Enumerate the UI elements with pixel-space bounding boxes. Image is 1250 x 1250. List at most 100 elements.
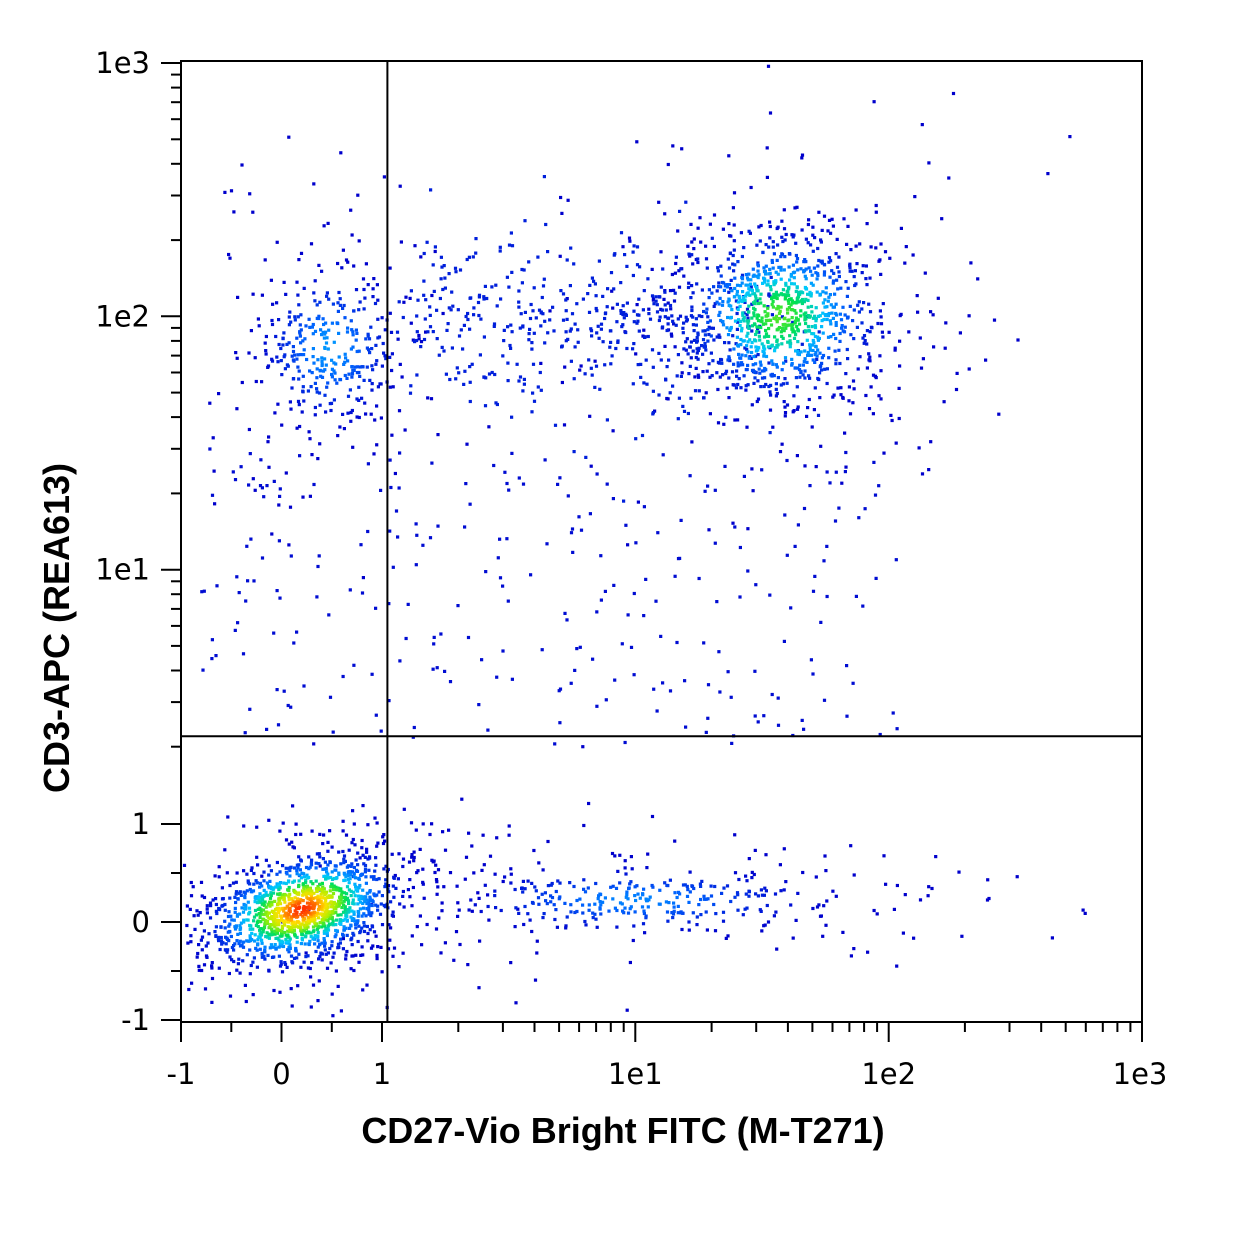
event-point — [320, 941, 324, 945]
event-point — [761, 349, 765, 353]
event-point — [409, 321, 413, 325]
event-point — [410, 934, 414, 938]
event-point — [286, 364, 290, 368]
event-point — [677, 285, 682, 289]
event-point — [271, 887, 275, 891]
event-point — [270, 933, 274, 937]
event-point — [202, 589, 206, 593]
y-tick-label: 1e3 — [95, 46, 150, 80]
event-point — [774, 316, 778, 320]
event-point — [200, 968, 204, 973]
event-point — [390, 433, 394, 437]
event-point — [781, 336, 785, 340]
event-point — [680, 927, 684, 932]
event-point — [784, 232, 788, 237]
event-point — [242, 902, 246, 907]
event-point — [768, 224, 772, 229]
x-tick-label: 0 — [272, 1057, 290, 1091]
event-point — [199, 938, 203, 942]
event-point — [466, 963, 470, 967]
event-point — [751, 489, 755, 493]
event-point — [733, 525, 737, 529]
event-point — [771, 240, 775, 244]
event-point — [264, 905, 268, 909]
event-point — [288, 943, 292, 947]
event-point — [289, 954, 294, 958]
event-point — [372, 875, 376, 879]
event-point — [626, 897, 630, 901]
event-point — [757, 225, 761, 229]
event-point — [303, 337, 307, 341]
event-point — [795, 454, 799, 458]
event-point — [255, 881, 259, 885]
event-point — [350, 372, 354, 376]
event-point — [325, 385, 329, 389]
event-point — [564, 330, 568, 334]
event-point — [841, 329, 845, 333]
event-point — [676, 911, 680, 915]
event-point — [278, 964, 283, 968]
event-point — [228, 994, 233, 998]
event-point — [857, 300, 861, 304]
event-point — [341, 849, 345, 854]
event-point — [846, 357, 850, 361]
event-point — [764, 264, 768, 268]
event-point — [566, 198, 570, 202]
event-point — [342, 928, 346, 932]
event-point — [639, 375, 643, 379]
event-point — [722, 281, 726, 285]
event-point — [815, 354, 819, 358]
event-point — [495, 836, 499, 840]
event-point — [770, 258, 774, 263]
event-point — [310, 901, 314, 905]
event-point — [814, 319, 818, 323]
event-point — [898, 339, 902, 343]
event-point — [235, 871, 239, 875]
event-point — [348, 873, 353, 877]
event-point — [238, 931, 242, 935]
event-point — [281, 919, 285, 923]
event-point — [849, 844, 853, 848]
event-point — [404, 295, 408, 299]
event-point — [837, 274, 841, 279]
event-point — [454, 270, 458, 274]
event-point — [349, 419, 353, 423]
event-point — [244, 903, 248, 908]
event-point — [503, 470, 507, 474]
event-point — [300, 910, 304, 915]
event-point — [203, 987, 208, 991]
event-point — [804, 321, 808, 326]
event-point — [852, 308, 856, 312]
event-point — [682, 409, 687, 413]
event-point — [747, 356, 751, 360]
event-point — [371, 295, 375, 299]
event-point — [816, 314, 821, 318]
event-point — [455, 366, 459, 370]
event-point — [322, 322, 326, 327]
event-point — [634, 898, 638, 903]
event-point — [522, 922, 526, 927]
event-point — [879, 322, 884, 326]
event-point — [766, 920, 771, 924]
event-point — [710, 374, 714, 378]
event-point — [834, 302, 838, 306]
event-point — [899, 226, 903, 230]
event-point — [302, 917, 307, 921]
event-point — [802, 300, 806, 304]
event-point — [541, 868, 545, 872]
event-point — [621, 304, 625, 308]
event-point — [450, 346, 454, 350]
event-point — [716, 269, 720, 273]
event-point — [234, 924, 238, 928]
event-point — [791, 271, 795, 275]
event-point — [786, 290, 790, 294]
event-point — [332, 885, 336, 889]
event-point — [223, 902, 227, 907]
event-point — [816, 272, 820, 276]
event-point — [342, 861, 346, 865]
event-point — [200, 948, 204, 952]
event-point — [356, 886, 361, 890]
event-point — [269, 943, 273, 947]
event-point — [323, 332, 327, 336]
event-point — [484, 376, 488, 380]
